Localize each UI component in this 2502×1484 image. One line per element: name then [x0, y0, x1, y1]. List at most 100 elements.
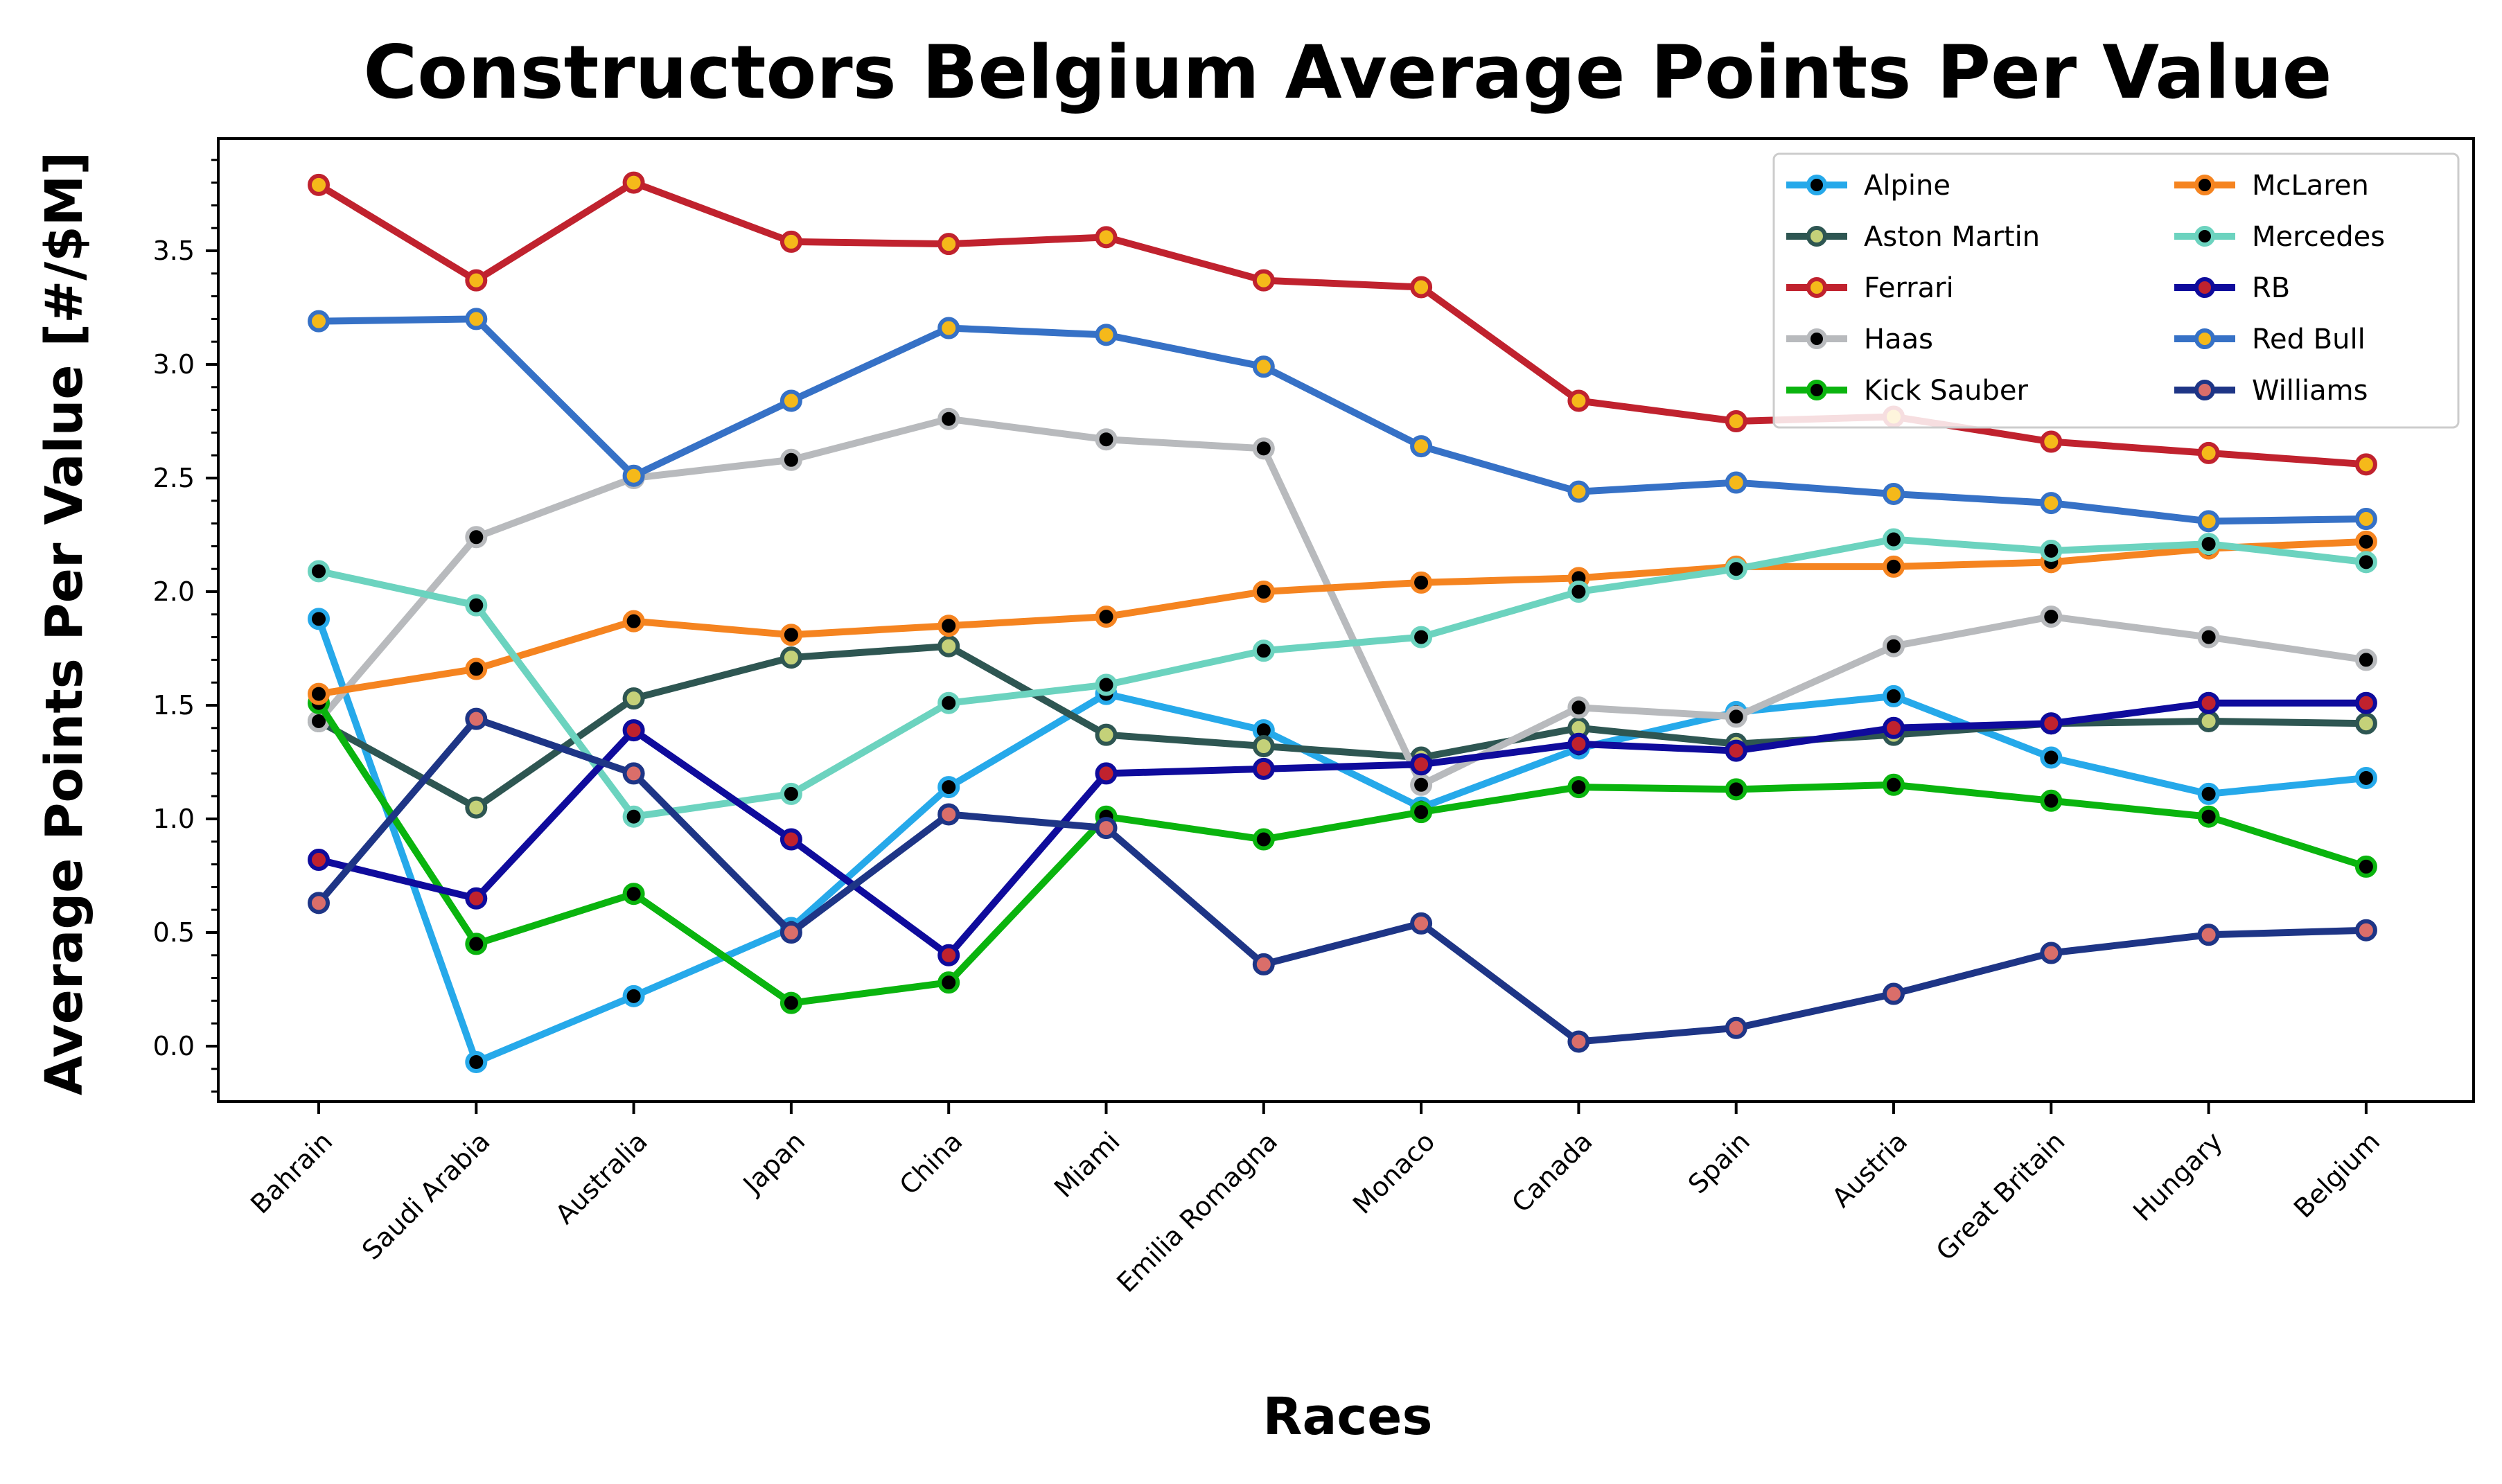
point-rb — [1725, 739, 1747, 762]
legend-label-mercedes: Mercedes — [2252, 221, 2385, 253]
point-red-bull — [1883, 482, 1905, 505]
point-red-bull — [1567, 480, 1590, 503]
point-mclaren — [2354, 530, 2377, 553]
point-haas — [2040, 606, 2063, 628]
series-line-red-bull — [315, 315, 2370, 525]
point-mercedes — [779, 782, 802, 805]
point-red-bull — [1252, 355, 1275, 378]
point-red-bull — [308, 310, 330, 333]
point-mercedes — [1567, 581, 1590, 603]
point-kick-sauber — [1410, 801, 1433, 824]
y-tick-label: 0.0 — [153, 1031, 195, 1061]
point-kick-sauber — [937, 971, 960, 994]
point-ferrari — [308, 173, 330, 196]
y-tick-label: 1.5 — [153, 690, 195, 721]
legend-label-aston-martin: Aston Martin — [1864, 221, 2040, 253]
point-red-bull — [622, 464, 645, 487]
point-red-bull — [2354, 508, 2377, 531]
point-haas — [1095, 428, 1118, 451]
point-rb — [2354, 691, 2377, 714]
point-mclaren — [308, 682, 330, 705]
legend-label-ferrari: Ferrari — [1864, 272, 1954, 304]
legend-marker-rb — [2194, 277, 2215, 298]
point-haas — [1883, 635, 1905, 657]
point-ferrari — [2197, 441, 2220, 464]
point-williams — [465, 707, 488, 730]
series-line-kick-sauber — [315, 699, 2370, 1007]
series-line-ferrari — [315, 179, 2370, 468]
point-rb — [1252, 757, 1275, 780]
point-haas — [1410, 773, 1433, 796]
point-mclaren — [622, 610, 645, 633]
point-alpine — [937, 776, 960, 799]
legend-marker-mercedes — [2194, 226, 2215, 247]
point-ferrari — [622, 171, 645, 194]
point-ferrari — [1567, 389, 1590, 412]
legend-marker-aston-martin — [1806, 226, 1827, 247]
legend-marker-mclaren — [2194, 175, 2215, 195]
y-tick-label: 1.0 — [153, 804, 195, 834]
point-red-bull — [2040, 492, 2063, 515]
point-rb — [622, 719, 645, 742]
point-red-bull — [465, 308, 488, 330]
point-red-bull — [779, 389, 802, 412]
legend-label-red-bull: Red Bull — [2252, 324, 2366, 355]
point-kick-sauber — [1725, 778, 1747, 801]
point-haas — [1567, 696, 1590, 719]
point-haas — [779, 448, 802, 471]
legend-box — [1772, 152, 2460, 429]
point-williams — [779, 921, 802, 944]
series-line-mercedes — [315, 536, 2370, 820]
axes-frame — [217, 137, 2475, 1103]
series-line-rb — [315, 699, 2370, 959]
legend-marker-williams — [2194, 380, 2215, 400]
legend-marker-alpine — [1806, 175, 1827, 195]
point-haas — [1725, 705, 1747, 728]
legend-label-mclaren: McLaren — [2252, 170, 2369, 202]
point-mclaren — [1095, 606, 1118, 628]
point-ferrari — [1410, 276, 1433, 299]
point-williams — [1252, 953, 1275, 975]
point-haas — [2354, 648, 2377, 671]
point-haas — [937, 407, 960, 430]
point-rb — [1883, 716, 1905, 739]
legend-label-alpine: Alpine — [1864, 170, 1950, 202]
point-aston-martin — [2197, 709, 2220, 732]
legend-label-haas: Haas — [1864, 324, 1933, 355]
point-mercedes — [2354, 551, 2377, 574]
y-tick-label: 2.5 — [153, 463, 195, 493]
point-mclaren — [937, 615, 960, 637]
point-williams — [2040, 942, 2063, 964]
point-williams — [2354, 919, 2377, 942]
point-ferrari — [1095, 226, 1118, 249]
point-rb — [2197, 691, 2220, 714]
point-kick-sauber — [1567, 776, 1590, 799]
point-aston-martin — [1095, 723, 1118, 746]
point-mercedes — [308, 560, 330, 583]
point-alpine — [2040, 746, 2063, 769]
point-williams — [622, 762, 645, 785]
point-kick-sauber — [2354, 855, 2377, 878]
point-mercedes — [1725, 558, 1747, 581]
point-williams — [1725, 1016, 1747, 1039]
point-mercedes — [937, 691, 960, 714]
point-haas — [465, 526, 488, 549]
legend-marker-ferrari — [1806, 277, 1827, 298]
point-rb — [1410, 753, 1433, 776]
point-williams — [1883, 982, 1905, 1005]
y-tick-label: 0.5 — [153, 917, 195, 948]
point-mercedes — [622, 805, 645, 828]
point-williams — [1095, 817, 1118, 840]
point-kick-sauber — [2040, 789, 2063, 812]
point-kick-sauber — [2197, 805, 2220, 828]
legend-label-williams: Williams — [2252, 375, 2368, 407]
point-mercedes — [465, 594, 488, 617]
point-alpine — [1883, 684, 1905, 707]
point-mclaren — [779, 624, 802, 646]
point-williams — [1410, 912, 1433, 935]
point-haas — [2197, 626, 2220, 648]
chart-title: Constructors Belgium Average Points Per … — [363, 30, 2332, 115]
legend-marker-red-bull — [2194, 328, 2215, 349]
point-kick-sauber — [779, 991, 802, 1014]
